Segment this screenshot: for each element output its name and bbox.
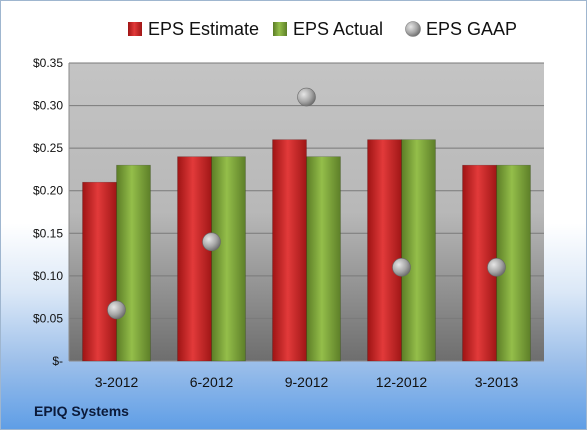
y-tick-label: $0.10 bbox=[33, 269, 63, 283]
y-tick-label: $0.20 bbox=[33, 184, 63, 198]
eps-gaap-point bbox=[202, 232, 221, 252]
eps-gaap-point bbox=[297, 87, 316, 107]
legend-actual-marker bbox=[273, 22, 287, 36]
x-tick-label: 9-2012 bbox=[285, 374, 329, 390]
legend-gaap-marker bbox=[405, 21, 421, 37]
legend-label: EPS Estimate bbox=[148, 19, 259, 39]
eps-gaap-point bbox=[392, 258, 411, 277]
legend: EPS Estimate EPS Actual EPS GAAP bbox=[128, 19, 517, 39]
eps-estimate-bar bbox=[82, 181, 117, 362]
x-tick-label: 6-2012 bbox=[190, 374, 234, 390]
y-tick-label: $0.35 bbox=[33, 56, 63, 70]
y-tick-label: $0.30 bbox=[33, 99, 63, 113]
eps-gaap-point bbox=[107, 300, 126, 320]
eps-estimate-bar bbox=[272, 139, 307, 362]
x-tick-label: 12-2012 bbox=[376, 374, 428, 390]
eps-estimate-bar bbox=[177, 156, 212, 362]
y-tick-label: $- bbox=[52, 354, 63, 368]
legend-label: EPS GAAP bbox=[426, 19, 517, 39]
eps-actual-bar bbox=[306, 156, 341, 362]
eps-actual-bar bbox=[211, 156, 246, 362]
x-axis: 3-2012 6-2012 9-2012 12-2012 3-2013 bbox=[95, 374, 519, 390]
eps-estimate-bar bbox=[367, 139, 402, 362]
y-tick-label: $0.05 bbox=[33, 311, 63, 325]
gaap-points bbox=[107, 87, 506, 320]
bars bbox=[82, 139, 531, 362]
eps-gaap-point bbox=[487, 258, 506, 277]
y-tick-label: $0.15 bbox=[33, 226, 63, 240]
x-tick-label: 3-2012 bbox=[95, 374, 139, 390]
legend-estimate-marker bbox=[128, 22, 142, 36]
company-name: EPIQ Systems bbox=[34, 403, 129, 419]
legend-label: EPS Actual bbox=[293, 19, 383, 39]
y-tick-label: $0.25 bbox=[33, 141, 63, 155]
eps-actual-bar bbox=[116, 164, 151, 362]
eps-actual-bar bbox=[401, 139, 436, 362]
x-tick-label: 3-2013 bbox=[475, 374, 519, 390]
